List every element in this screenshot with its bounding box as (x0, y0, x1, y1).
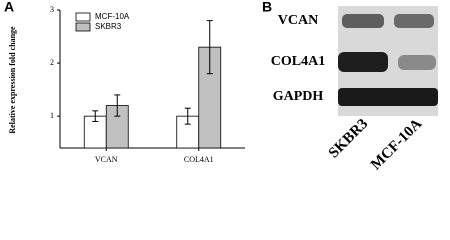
error-bar (184, 107, 191, 125)
y-tick-label: 1 (50, 111, 54, 120)
blot-band (342, 14, 384, 28)
blot-band (398, 55, 436, 70)
error-bar (206, 20, 213, 75)
legend-label: MCF-10A (95, 12, 130, 21)
error-bar (114, 94, 121, 117)
y-tick-label: 3 (50, 5, 54, 14)
blot-band (338, 88, 438, 106)
blot-image (338, 6, 438, 116)
blot-band (394, 14, 434, 28)
blot-column-label: SKBR3 (326, 116, 372, 162)
legend-swatch (75, 22, 91, 32)
y-tick-label: 2 (50, 58, 54, 67)
panel-label: A (4, 0, 14, 15)
legend-swatch (75, 12, 91, 22)
panel-label: B (262, 0, 272, 15)
x-tick-label: VCAN (95, 155, 118, 164)
blot-column-label: MCF-10A (368, 116, 425, 173)
blot-row-label: COL4A1 (271, 54, 325, 69)
x-tick-label: COL4A1 (184, 155, 214, 164)
blot-row-label: GAPDH (273, 89, 324, 104)
blot-row-label: VCAN (278, 13, 318, 28)
error-bar (92, 110, 99, 122)
blot-band (338, 52, 388, 72)
y-axis-label: Relative expression fold change (8, 26, 17, 134)
figure: A Relative expression fold change B VCAN… (4, 0, 438, 173)
legend-label: SKBR3 (95, 22, 122, 31)
